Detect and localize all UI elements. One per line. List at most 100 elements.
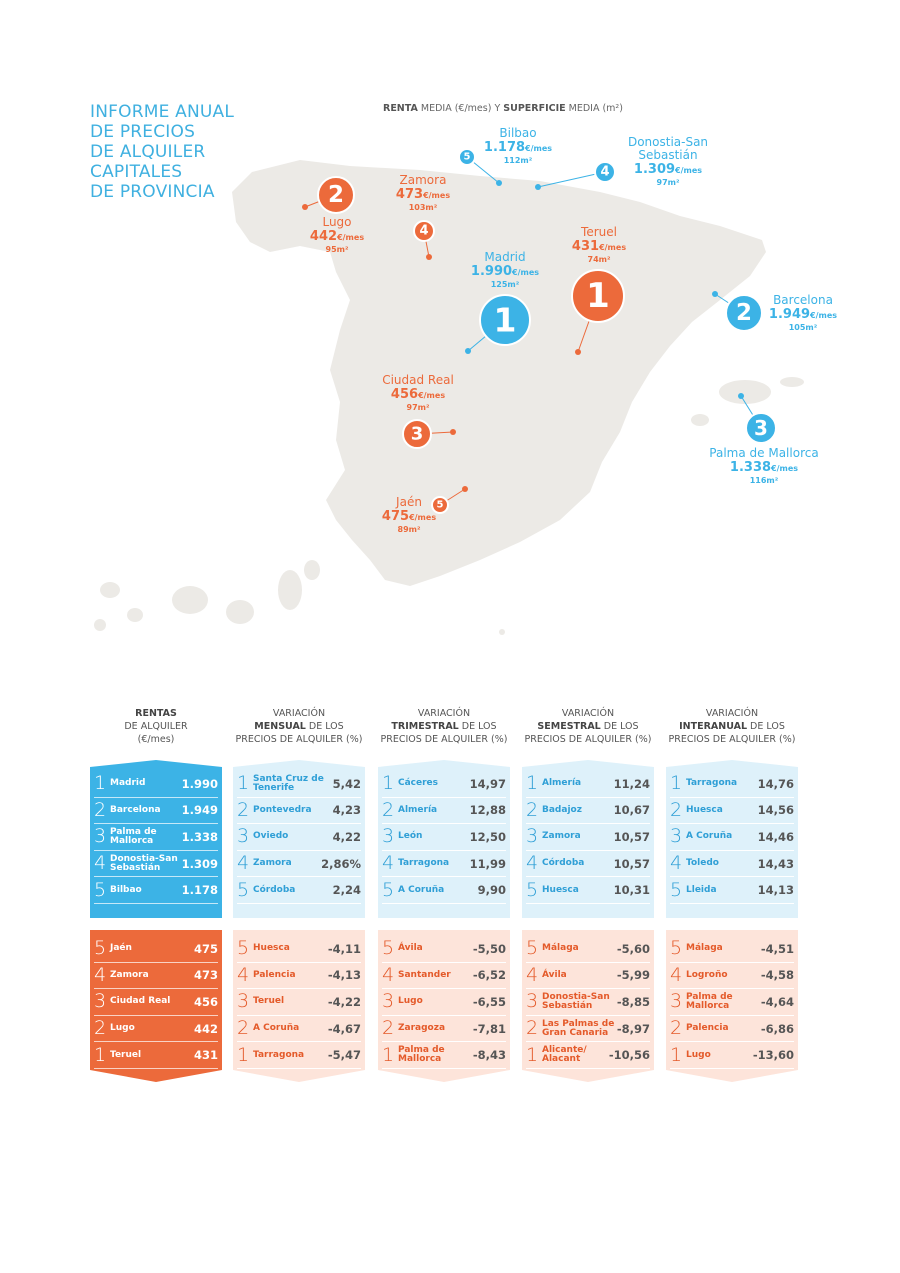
row-value: 10,57	[613, 856, 650, 871]
map-shape	[94, 160, 804, 635]
row-rank: 1	[94, 1043, 107, 1066]
row-city: Jaén	[110, 943, 132, 954]
header-part: DE LOS	[305, 721, 344, 732]
table-row: 4 Zamora 473	[94, 963, 218, 990]
row-city: A Coruña	[253, 1023, 300, 1034]
header-part: PRECIOS DE ALQUILER (%)	[524, 734, 652, 745]
table-column: VARIACIÓN TRIMESTRAL DE LOS PRECIOS DE ALQ…	[378, 707, 510, 755]
island	[780, 377, 804, 387]
row-rank: 2	[237, 1017, 250, 1040]
row-rank: 4	[237, 852, 250, 875]
row-rank: 2	[94, 798, 107, 821]
table-row: 3 Palma de Mallorca -4,64	[670, 989, 794, 1016]
top-block: 1 Cáceres 14,97 2 Almería 12,88 3 León 12,50 4 Tar…	[378, 760, 510, 918]
row-city: A Coruña	[686, 831, 733, 842]
row-value: 14,56	[757, 803, 794, 818]
marker-city: Palma de Mallorca	[709, 446, 819, 460]
table-row: 5 Lleida 14,13	[670, 877, 794, 904]
marker-rank: 5	[437, 500, 444, 511]
row-value: -4,51	[760, 941, 794, 956]
header-part: RENTAS	[135, 708, 177, 719]
marker-city: Teruel	[581, 225, 617, 239]
table-row: 1 Madrid 1.990	[94, 771, 218, 798]
row-rank: 1	[94, 772, 107, 795]
leader-line	[537, 171, 606, 188]
island	[100, 582, 120, 598]
header-part: DE LOS	[600, 721, 639, 732]
peninsula	[232, 160, 766, 586]
marker-label: Palma de Mallorca 1.338€/mes 116m²	[699, 447, 829, 486]
row-value: 442	[193, 1021, 218, 1036]
header-line: VARIACIÓN	[233, 707, 365, 720]
table-row: 1 Almería 11,24	[526, 771, 650, 798]
marker-circle	[479, 294, 531, 346]
column-header: VARIACIÓN MENSUAL DE LOS PRECIOS DE ALQUIL…	[233, 707, 365, 755]
table-row: 5 Jaén 475	[94, 936, 218, 963]
header-line: VARIACIÓN	[378, 707, 510, 720]
table-row: 1 Lugo -13,60	[670, 1042, 794, 1069]
marker-circle	[402, 419, 432, 449]
table-row: 4 Logroño -4,58	[670, 963, 794, 990]
row-value: 14,13	[757, 883, 794, 898]
row-rank: 4	[382, 963, 395, 986]
row-value: 4,22	[332, 829, 361, 844]
row-city: Zamora	[253, 858, 292, 869]
marker-area: 116m²	[749, 476, 779, 485]
header-line: PRECIOS DE ALQUILER (%)	[233, 733, 365, 746]
marker-unit: €/mes	[423, 191, 451, 200]
marker-rank: 3	[411, 424, 424, 445]
row-city: Palma de Mallorca	[686, 991, 733, 1011]
table-row: 4 Donostia-San Sebastián 1.309	[94, 851, 218, 878]
bottom-block: 5 Málaga -5,60 4 Ávila -5,99 3 Donostia-San Seb…	[522, 930, 654, 1082]
header-part: DE LOS	[747, 721, 785, 732]
marker-rank: 1	[494, 301, 517, 340]
table-row: 3 Oviedo 4,22	[237, 824, 361, 851]
row-value: 4,23	[332, 803, 361, 818]
marker-unit: €/mes	[418, 391, 446, 400]
row-value: 1.990	[181, 776, 218, 791]
marker-rent-line: 431€/mes	[534, 239, 664, 255]
row-city: Córdoba	[253, 884, 296, 895]
marker-area: 105m²	[788, 323, 818, 332]
marker-area: 125m²	[490, 280, 520, 289]
marker-rank: 3	[754, 416, 768, 440]
table-row: 3 Ciudad Real 456	[94, 989, 218, 1016]
marker-rank: 2	[736, 300, 752, 326]
island	[127, 608, 143, 622]
title-line: DE PRECIOS	[90, 122, 196, 142]
table-row: 4 Córdoba 10,57	[526, 851, 650, 878]
marker-label: Bilbao 1.178€/mes 112m²	[453, 127, 583, 166]
row-city: Huesca	[686, 804, 723, 815]
marker-rent-line: 475€/mes	[344, 509, 474, 525]
table-row: 2 Palencia -6,86	[670, 1016, 794, 1043]
table-row: 5 Ávila -5,50	[382, 936, 506, 963]
row-value: 1.309	[181, 856, 218, 871]
marker-dot	[462, 486, 468, 492]
row-value: -10,56	[608, 1048, 650, 1063]
table-row: 5 Huesca 10,31	[526, 877, 650, 904]
marker-rent-line: 1.949€/mes	[738, 307, 868, 323]
header-line: DE ALQUILER	[90, 720, 222, 733]
marker-label: Barcelona 1.949€/mes 105m²	[738, 294, 868, 333]
row-city: Bilbao	[110, 884, 142, 895]
marker-dot	[738, 393, 744, 399]
header-part: VARIACIÓN	[417, 708, 471, 719]
row-city: Zaragoza	[398, 1023, 446, 1034]
marker-rent-line: 442€/mes	[272, 229, 402, 245]
row-value: -8,43	[472, 1048, 506, 1063]
header-part: MENSUAL	[254, 721, 306, 732]
header-line: PRECIOS DE ALQUILER (%)	[378, 733, 510, 746]
row-city: Alicante/ Alacant	[542, 1045, 587, 1065]
subtitle-part: SUPERFICIE	[503, 103, 566, 114]
row-city: Ávila	[398, 943, 423, 954]
row-city: Córdoba	[542, 858, 585, 869]
row-value: -4,67	[327, 1021, 361, 1036]
column-header: VARIACIÓN TRIMESTRAL DE LOS PRECIOS DE ALQ…	[378, 707, 510, 755]
column-header: RENTAS DE ALQUILER (€/mes)	[90, 707, 222, 755]
row-value: 456	[193, 994, 218, 1009]
header-part: VARIACIÓN	[561, 708, 615, 719]
title-line: INFORME ANUAL	[90, 102, 235, 122]
header-part: PRECIOS DE ALQUILER (%)	[380, 734, 508, 745]
marker-unit: €/mes	[525, 144, 553, 153]
row-rank: 2	[526, 798, 539, 821]
